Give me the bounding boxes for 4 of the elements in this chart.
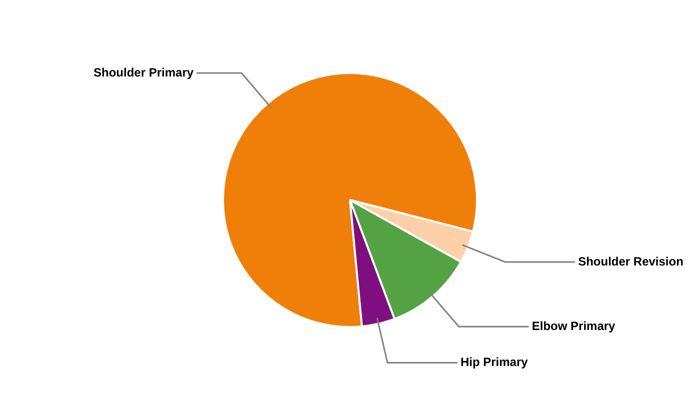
slice-label: Shoulder Primary xyxy=(94,65,194,80)
slice-label: Hip Primary xyxy=(460,355,528,370)
slice-label: Elbow Primary xyxy=(532,318,616,333)
slice-label: Shoulder Revision xyxy=(578,254,684,268)
